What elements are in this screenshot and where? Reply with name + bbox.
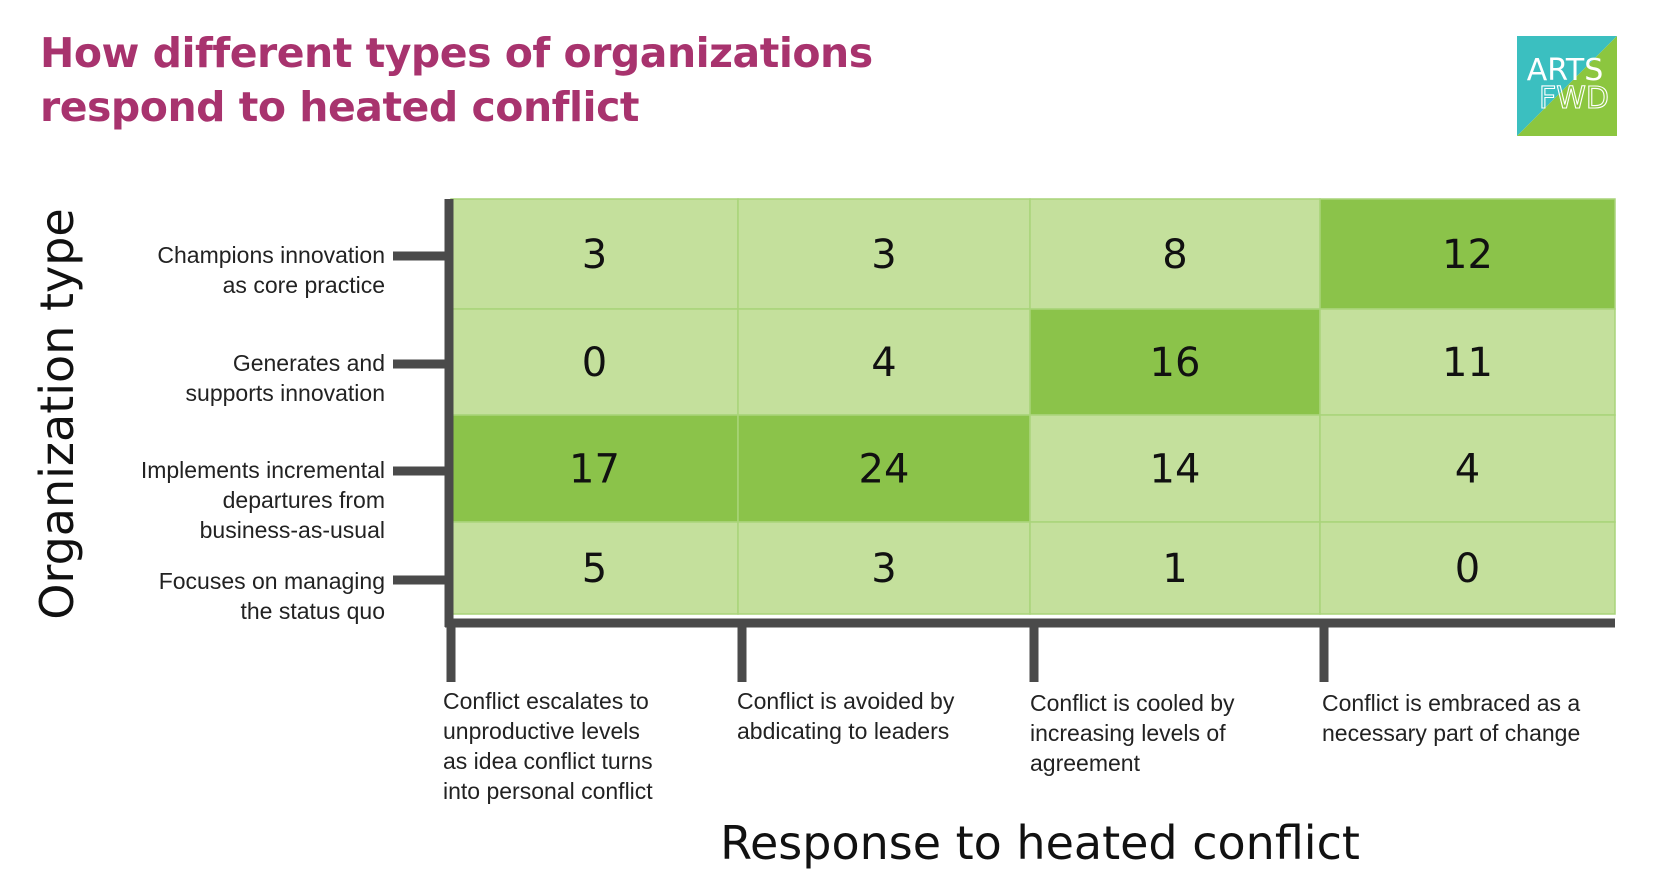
cell-value: 0 [582, 340, 607, 386]
heatmap-cell [1319, 414, 1616, 523]
artsfwd-logo: ARTS FWD [1517, 36, 1617, 136]
x-axis-label: Response to heated conflict [720, 816, 1360, 870]
cell-value: 3 [871, 546, 896, 592]
cell-value: 0 [1455, 546, 1480, 592]
cell-value: 14 [1150, 447, 1201, 493]
heatmap-cell [1029, 198, 1321, 310]
cell-value: 4 [871, 340, 896, 386]
cell-value: 8 [1162, 232, 1187, 278]
heatmap-cell [737, 414, 1031, 523]
cell-value: 1 [1162, 546, 1187, 592]
cell-value: 12 [1442, 232, 1493, 278]
heatmap-cell [450, 198, 739, 310]
cell-value: 3 [582, 232, 607, 278]
logo-text-fwd: FWD [1539, 81, 1609, 116]
row-label: Generates and supports innovation [185, 350, 385, 406]
cell-value: 11 [1442, 340, 1493, 386]
column-label: Conflict is embraced as a necessary part… [1322, 690, 1581, 746]
chart-title-line-2: respond to heated conflict [40, 83, 639, 131]
chart-title-line-1: How different types of organizations [40, 29, 873, 77]
heatmap-cell [1319, 198, 1616, 310]
cell-value: 17 [569, 447, 620, 493]
column-label: Conflict is cooled by increasing levels … [1030, 690, 1235, 776]
row-label: Champions innovation as core practice [157, 242, 385, 298]
heatmap-cell [1029, 521, 1321, 615]
cell-value: 24 [859, 447, 910, 493]
heatmap-cell [1319, 308, 1616, 416]
heatmap-cell [737, 308, 1031, 416]
heatmap-cell [450, 414, 739, 523]
logo-text-arts: ARTS [1527, 53, 1604, 88]
heatmap-cell [450, 308, 739, 416]
column-label: Conflict escalates to unproductive level… [443, 688, 653, 804]
logo-green-triangle [1517, 36, 1617, 136]
cell-value: 5 [582, 546, 607, 592]
chart-title: How different types of organizations res… [40, 26, 873, 134]
heatmap-cell [737, 198, 1031, 310]
heatmap-cell [1319, 521, 1616, 615]
column-label: Conflict is avoided by abdicating to lea… [737, 688, 955, 744]
cell-value: 16 [1150, 340, 1201, 386]
cell-value: 3 [871, 232, 896, 278]
row-label: Focuses on managing the status quo [158, 568, 385, 624]
row-label: Implements incremental departures from b… [140, 457, 385, 543]
cell-value: 4 [1455, 447, 1480, 493]
heatmap-cell [1029, 414, 1321, 523]
